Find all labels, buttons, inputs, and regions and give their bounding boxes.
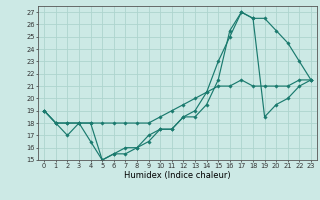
X-axis label: Humidex (Indice chaleur): Humidex (Indice chaleur)	[124, 171, 231, 180]
